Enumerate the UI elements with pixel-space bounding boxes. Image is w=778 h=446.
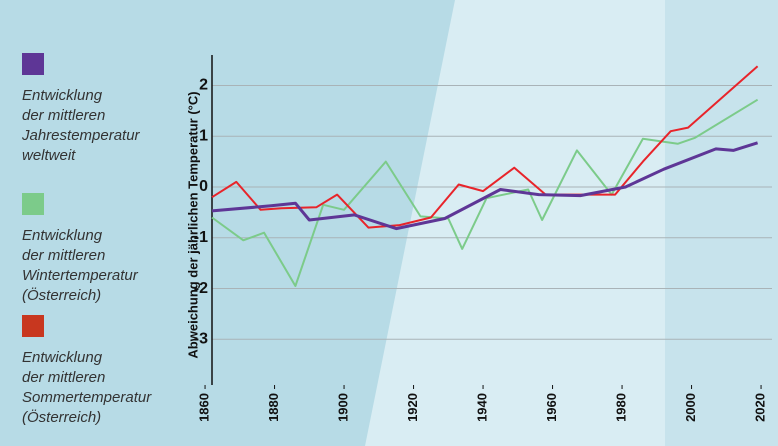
y-tick-label: -3 bbox=[194, 331, 208, 348]
data-line bbox=[211, 141, 759, 231]
x-tick-label: 1860 bbox=[196, 393, 211, 422]
y-tick-label: 0 bbox=[199, 178, 208, 195]
y-axis-label: Abweichung der jährlichen Temperatur (°C… bbox=[185, 91, 200, 358]
legend-label: Entwicklung der mittleren Wintertemperat… bbox=[22, 227, 138, 304]
background-panel bbox=[665, 0, 778, 446]
data-line bbox=[211, 98, 759, 287]
legend-swatch bbox=[22, 315, 44, 337]
legend-swatch bbox=[22, 193, 44, 215]
x-tick-label: 1960 bbox=[544, 393, 559, 422]
x-tick-label: 1920 bbox=[405, 393, 420, 422]
y-tick-label: 1 bbox=[199, 127, 208, 144]
y-tick-label: 2 bbox=[199, 77, 208, 94]
data-line bbox=[211, 65, 759, 229]
legend-swatch bbox=[22, 53, 44, 75]
x-tick-label: 1940 bbox=[474, 393, 489, 422]
legend-label: Entwicklung der mittleren Jahrestemperat… bbox=[22, 87, 140, 164]
x-tick-label: 1980 bbox=[613, 393, 628, 422]
x-tick-label: 1880 bbox=[266, 393, 281, 422]
y-tick-label: -1 bbox=[194, 229, 208, 246]
x-tick-label: 2000 bbox=[683, 393, 698, 422]
background-panel bbox=[365, 0, 665, 446]
x-tick-label: 1900 bbox=[335, 393, 350, 422]
legend-label: Entwicklung der mittleren Sommertemperat… bbox=[22, 349, 152, 426]
x-tick-label: 2020 bbox=[752, 393, 767, 422]
y-tick-label: -2 bbox=[194, 280, 208, 297]
